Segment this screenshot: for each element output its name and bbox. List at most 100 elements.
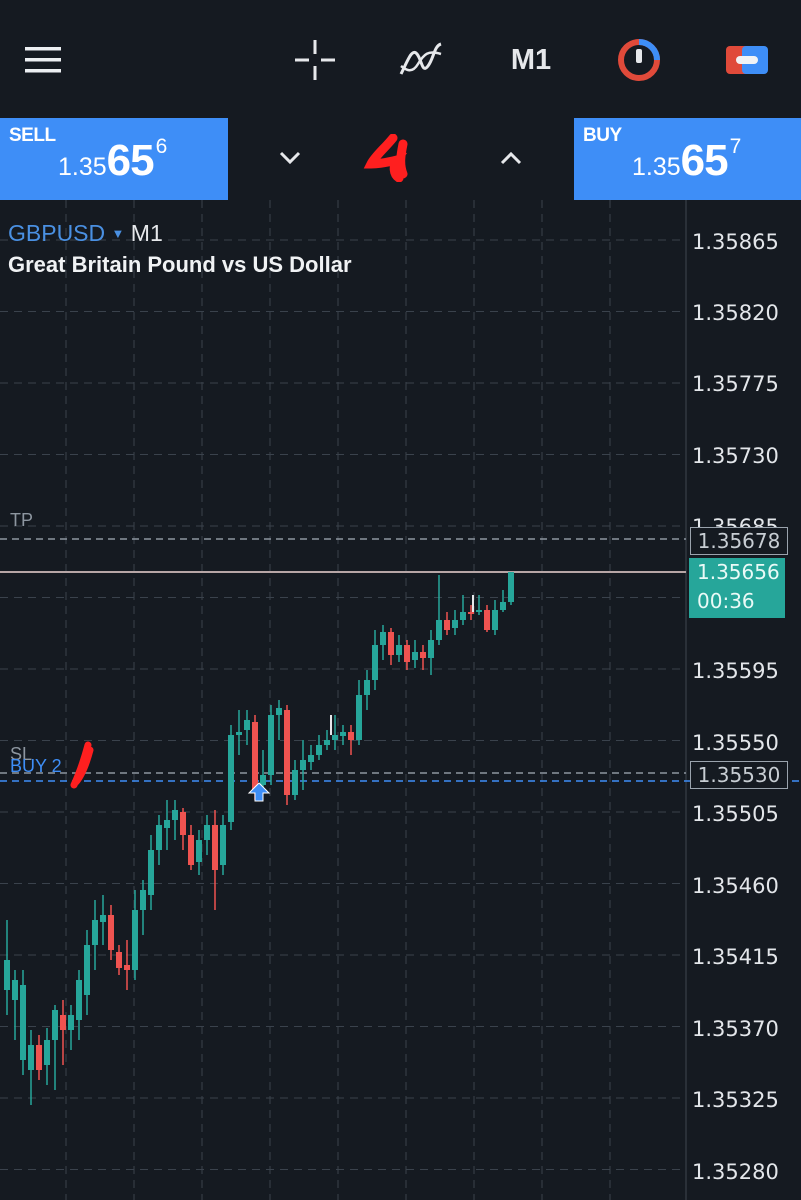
buy-label: BUY (583, 125, 622, 146)
bullish-candle (412, 652, 418, 660)
price-axis-label: 1.35865 (692, 230, 779, 254)
bullish-candle (508, 572, 514, 602)
bearish-candle (284, 710, 290, 795)
bullish-candle (380, 632, 386, 645)
order-line-label: BUY 2 (10, 756, 62, 776)
sl-line-label: SL (10, 744, 33, 764)
bullish-candle (316, 745, 322, 755)
price-axis-label: 1.35730 (692, 444, 779, 468)
tp-price-tag: 1.35678 (690, 527, 788, 555)
bullish-candle (132, 910, 138, 970)
buy-price-sup: 7 (729, 135, 742, 158)
trade-ticket-icon[interactable] (722, 30, 772, 90)
bullish-candle (492, 610, 498, 630)
price-axis-label: 1.35370 (692, 1017, 779, 1041)
price-chart[interactable]: GBPUSD ▼ M1 Great Britain Pound vs US Do… (0, 200, 801, 1200)
price-axis-label: 1.35550 (692, 731, 779, 755)
bullish-candle (244, 720, 250, 730)
tp-line-label: TP (10, 510, 34, 530)
sell-price-small: 1.35 (58, 153, 107, 181)
bullish-candle (236, 732, 242, 735)
bullish-candle (148, 850, 154, 895)
hamburger-menu-icon[interactable] (18, 30, 68, 90)
bullish-candle (436, 620, 442, 640)
bearish-candle (444, 620, 450, 630)
timeframe-button[interactable]: M1 (510, 43, 552, 76)
sl-price-tag: 1.35530 (690, 761, 788, 789)
bullish-candle (44, 1040, 50, 1065)
sell-price-sup: 6 (155, 135, 168, 158)
current-price: 1.35656 (697, 560, 780, 584)
chevron-up-icon[interactable] (491, 138, 531, 178)
triangle-down-icon[interactable]: ▼ (111, 226, 125, 241)
price-axis-label: 1.35820 (692, 301, 779, 325)
indicators-icon[interactable] (396, 30, 446, 90)
bearish-candle (468, 612, 474, 614)
buy-arrow-icon (247, 782, 271, 802)
current-price-tag: 1.35656 00:36 (689, 558, 785, 618)
bullish-candle (332, 735, 338, 740)
buy-price-small: 1.35 (632, 153, 681, 181)
bullish-candle (228, 735, 234, 822)
chart-canvas (0, 200, 801, 1200)
bullish-candle (500, 602, 506, 610)
bullish-candle (12, 980, 18, 1000)
bearish-candle (404, 645, 410, 662)
price-axis-label: 1.35460 (692, 874, 779, 898)
bullish-candle (220, 825, 226, 865)
chevron-down-icon[interactable] (270, 138, 310, 178)
bullish-candle (276, 708, 282, 715)
bearish-candle (188, 835, 194, 865)
bullish-candle (476, 610, 482, 612)
bullish-candle (156, 825, 162, 850)
red-scribble-mark (361, 134, 421, 182)
sell-price-big: 65 (106, 136, 155, 185)
volume-controls (228, 118, 574, 200)
bearish-candle (60, 1015, 66, 1030)
trade-bar: SELL 1.35656 BUY 1.35657 (0, 118, 801, 200)
trade-clock-icon[interactable] (614, 30, 664, 90)
crosshair-icon[interactable] (290, 30, 340, 90)
buy-price: 1.35657 (632, 135, 742, 186)
bearish-candle (348, 732, 354, 740)
bullish-candle (460, 612, 466, 620)
bullish-candle (428, 640, 434, 658)
buy-price-big: 65 (680, 136, 729, 185)
price-axis-label: 1.35415 (692, 945, 779, 969)
bullish-candle (52, 1010, 58, 1040)
sell-button[interactable]: SELL 1.35656 (0, 118, 228, 200)
bullish-candle (204, 825, 210, 840)
bullish-candle (20, 985, 26, 1060)
bullish-candle (268, 715, 274, 775)
candle-countdown: 00:36 (697, 589, 755, 613)
symbol-name[interactable]: GBPUSD (8, 220, 106, 246)
bullish-candle (100, 915, 106, 922)
bullish-candle (196, 840, 202, 862)
bullish-candle (300, 760, 306, 770)
sell-label: SELL (9, 125, 56, 146)
bullish-candle (364, 680, 370, 695)
red-scribble-mark (70, 741, 94, 789)
bullish-candle (4, 960, 10, 990)
bearish-candle (124, 965, 130, 970)
bullish-candle (356, 695, 362, 740)
bullish-candle (172, 810, 178, 820)
top-toolbar: M1 (0, 0, 801, 118)
bullish-candle (76, 980, 82, 1020)
sell-price: 1.35656 (58, 135, 168, 186)
symbol-header[interactable]: GBPUSD ▼ M1 (8, 220, 163, 247)
bearish-candle (108, 915, 114, 950)
bearish-candle (116, 952, 122, 968)
buy-button[interactable]: BUY 1.35657 (574, 118, 801, 200)
bullish-candle (396, 645, 402, 655)
price-axis-label: 1.35775 (692, 372, 779, 396)
bullish-candle (164, 820, 170, 828)
bullish-candle (308, 755, 314, 762)
bearish-candle (212, 825, 218, 870)
bearish-candle (36, 1045, 42, 1070)
chart-timeframe: M1 (130, 220, 163, 246)
bearish-candle (388, 632, 394, 655)
price-axis-label: 1.35280 (692, 1160, 779, 1184)
bullish-candle (92, 920, 98, 945)
bullish-candle (260, 775, 266, 785)
